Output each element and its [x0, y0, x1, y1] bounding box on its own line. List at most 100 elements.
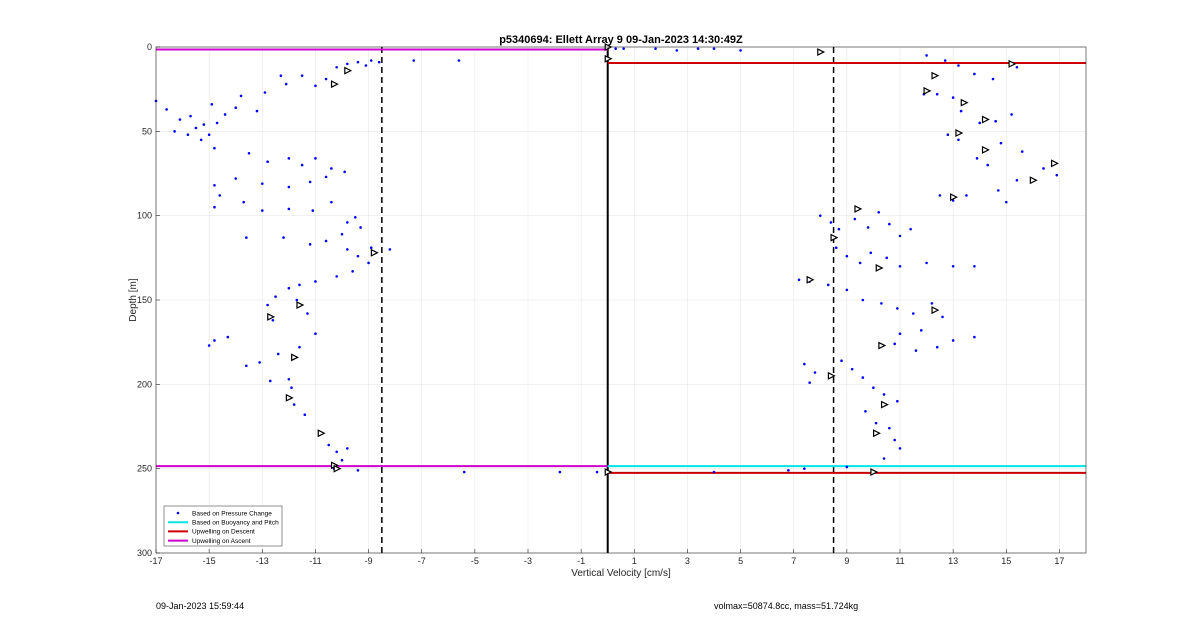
data-point	[377, 60, 381, 64]
triangle-marker	[817, 48, 826, 57]
data-point	[287, 207, 291, 211]
data-point	[818, 214, 822, 217]
data-point	[298, 283, 301, 287]
upwelling-lines	[156, 48, 1086, 474]
data-point	[351, 270, 354, 273]
data-point	[388, 248, 392, 251]
triangle-marker	[955, 129, 964, 137]
data-point	[178, 118, 182, 121]
data-point	[595, 470, 599, 474]
data-point	[973, 264, 976, 268]
x-tick-label: -9	[365, 556, 373, 566]
data-point	[994, 119, 997, 123]
data-point	[826, 283, 830, 287]
data-point	[327, 443, 331, 447]
data-point	[877, 210, 881, 214]
data-point	[279, 74, 283, 77]
data-point	[622, 47, 625, 50]
data-point	[869, 251, 873, 255]
x-tick-label: 1	[632, 556, 637, 566]
triangle-marker	[931, 306, 940, 315]
legend-label: Based on Buoyancy and Pitch	[192, 520, 279, 527]
data-point	[1004, 200, 1008, 204]
data-point	[335, 450, 338, 454]
legend-box	[163, 505, 283, 547]
x-tick-label: -5	[471, 556, 479, 566]
data-point	[308, 243, 312, 246]
data-point	[314, 84, 317, 88]
triangle-marker	[1051, 159, 1059, 168]
data-point	[888, 426, 891, 430]
data-point	[266, 303, 269, 307]
triangle-marker	[1008, 59, 1017, 68]
triangle-marker	[806, 275, 815, 284]
triangle-marker	[291, 353, 300, 362]
data-point	[978, 121, 982, 125]
triangle-marker	[830, 233, 839, 242]
y-tick-label: 50	[142, 126, 152, 136]
pressure-change-points	[154, 47, 1059, 474]
data-point	[1015, 65, 1019, 69]
data-point	[1020, 150, 1024, 153]
data-point	[335, 275, 338, 278]
footer-timestamp: 09-Jan-2023 15:59:44	[156, 601, 245, 611]
data-point	[973, 72, 976, 76]
data-point	[258, 361, 261, 364]
data-point	[951, 96, 955, 99]
reference-lines	[381, 47, 835, 553]
data-point	[965, 194, 968, 197]
data-point	[314, 157, 317, 160]
triangle-marker	[344, 66, 353, 75]
data-point	[324, 77, 328, 81]
triangle-marker	[827, 371, 836, 380]
data-point	[295, 298, 299, 302]
data-point	[330, 200, 333, 204]
data-point	[861, 376, 865, 379]
data-point	[356, 60, 360, 64]
data-point	[808, 381, 811, 384]
data-point	[1055, 173, 1059, 177]
data-point	[242, 200, 245, 204]
x-tick-label: -7	[418, 556, 426, 566]
data-point	[308, 180, 312, 184]
data-point	[911, 312, 915, 315]
x-tick-label: 5	[738, 556, 743, 566]
data-point	[266, 160, 269, 163]
data-point	[369, 246, 373, 250]
data-point	[346, 221, 349, 224]
x-tick-label: 13	[948, 556, 958, 566]
triangle-marker	[267, 312, 276, 321]
data-point	[245, 364, 248, 368]
data-point	[303, 413, 307, 416]
data-point	[654, 47, 657, 50]
triangle-marker	[285, 393, 294, 402]
data-point	[957, 138, 960, 142]
data-point	[898, 264, 902, 268]
data-point	[951, 339, 955, 342]
data-point	[893, 342, 896, 346]
data-point	[263, 91, 267, 94]
triangle-marker	[870, 468, 879, 477]
data-point	[234, 106, 238, 110]
data-point	[803, 362, 806, 366]
data-point	[973, 335, 976, 339]
data-point	[282, 236, 285, 239]
data-point	[290, 386, 293, 390]
data-point	[247, 151, 251, 155]
x-tick-label: -11	[309, 556, 321, 566]
triangle-marker	[872, 429, 881, 438]
data-point	[829, 221, 833, 224]
data-point	[943, 59, 947, 62]
data-point	[462, 470, 466, 474]
data-point	[274, 295, 277, 298]
data-point	[1015, 178, 1019, 182]
data-point	[925, 261, 928, 265]
data-point	[234, 177, 238, 180]
data-point	[287, 185, 291, 189]
data-point	[919, 329, 923, 332]
data-point	[346, 62, 349, 66]
x-tick-label: 15	[1001, 556, 1011, 566]
legend-label: Based on Pressure Change	[192, 510, 272, 517]
data-point	[412, 59, 416, 62]
